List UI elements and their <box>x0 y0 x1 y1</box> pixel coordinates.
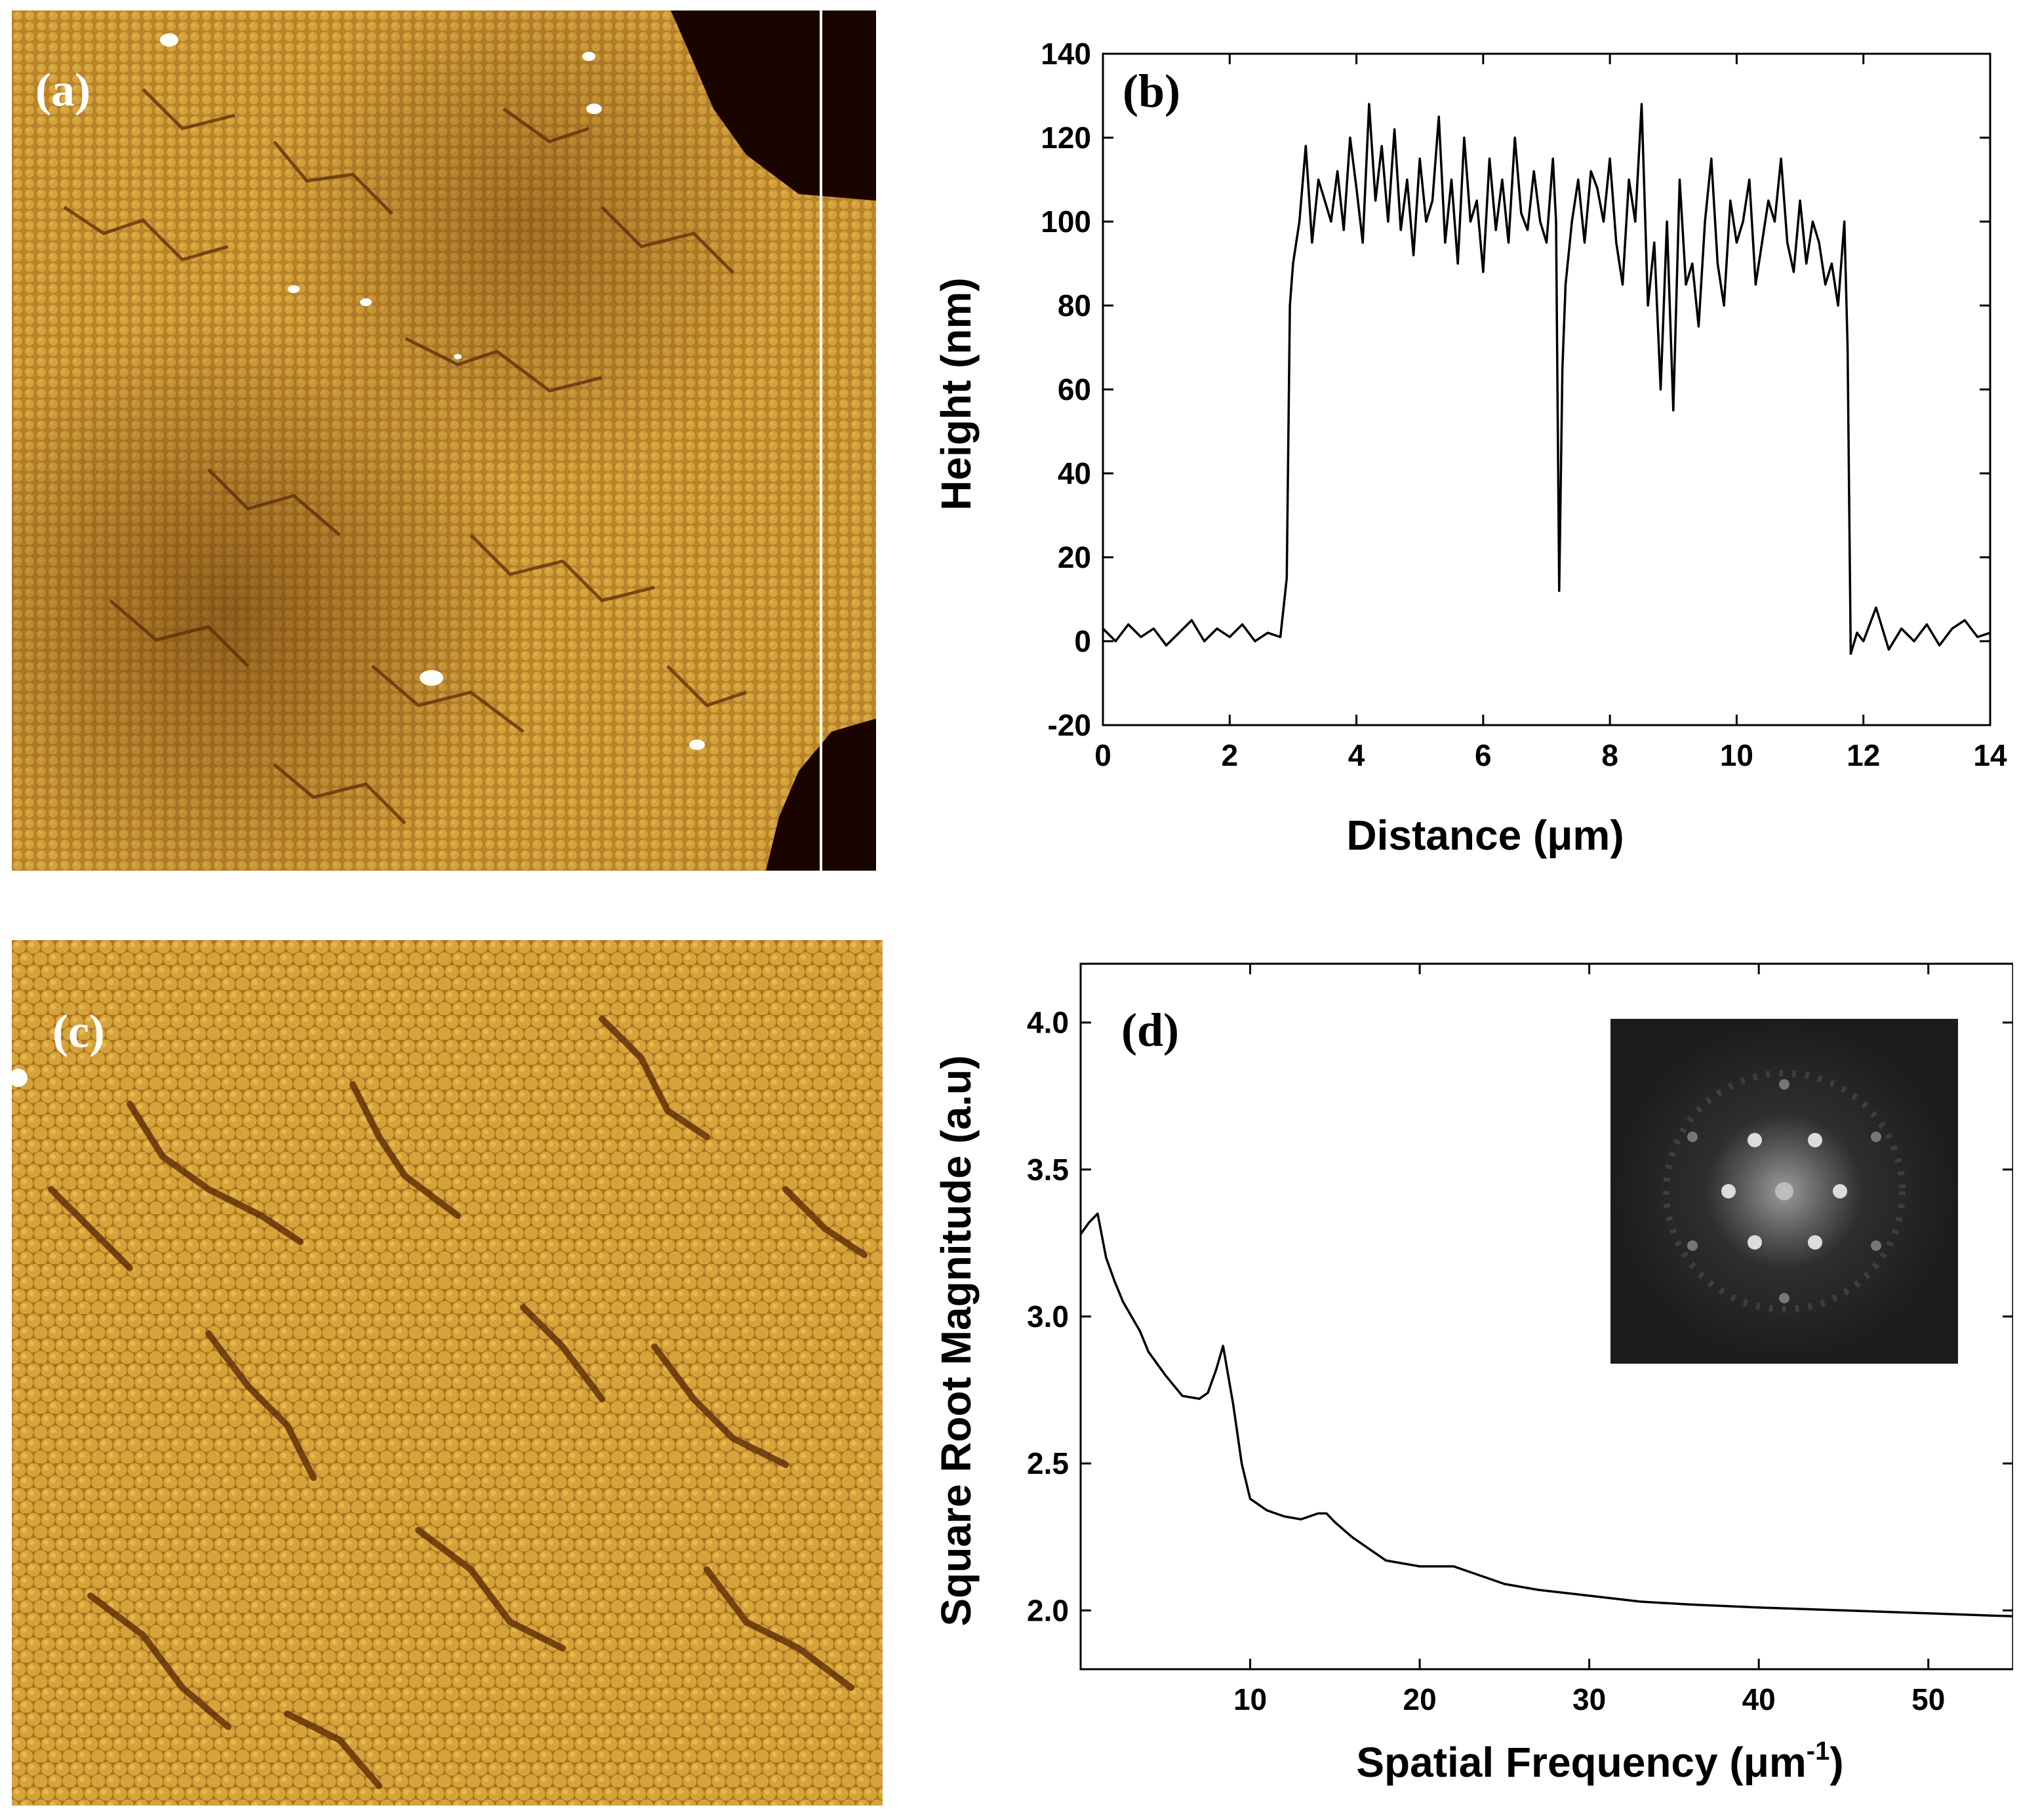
chartB-xtick-label: 6 <box>1475 738 1492 772</box>
chartB-ytick-label: 80 <box>1058 288 1091 323</box>
chartB-xtick-label: 10 <box>1720 738 1753 772</box>
chartB-ytick-label: 40 <box>1058 456 1091 490</box>
chart-b-plot <box>1102 52 1991 726</box>
chart-b-xlabel: Distance (μm) <box>1346 812 1624 859</box>
chart-d-xlabel-exponent: -1 <box>1807 1737 1830 1766</box>
chart-b: 0 2 4 6 8 10 12 14 -20 0 20 40 60 80 100 120 140 Distan… <box>905 10 2013 876</box>
chartD-xtick-label: 40 <box>1742 1682 1776 1716</box>
afm-c-bright-particle <box>12 1069 28 1087</box>
chartB-ytick-label: -20 <box>1048 708 1091 742</box>
chart-d-ylabel: Square Root Magnitude (a.u) <box>932 1055 980 1626</box>
chart-d-svg: 10 20 30 40 50 2.0 2.5 3.0 3.5 4.0 Spatial Frequ… <box>932 962 2014 1786</box>
afm-a-cracks <box>63 88 747 825</box>
chart-b-x-ticks: 0 2 4 6 8 10 12 14 <box>1094 54 2007 772</box>
panel-label-c: (c) <box>52 1005 105 1058</box>
afm-a-hole-top <box>671 10 876 201</box>
chart-d-y-ticks: 2.0 2.5 3.0 3.5 4.0 <box>1027 1006 2013 1627</box>
fft-inset-center <box>1775 1182 1793 1200</box>
chart-d: 10 20 30 40 50 2.0 2.5 3.0 3.5 4.0 Spatial Frequ… <box>905 931 2014 1810</box>
chart-d-xlabel: Spatial Frequency (μm-1) <box>1356 1737 1843 1786</box>
afm-c-surface <box>12 940 883 1806</box>
chart-b-ylabel: Height (nm) <box>932 277 980 511</box>
panel-label-d: (d) <box>1121 1004 1179 1056</box>
chartB-ytick-label: 140 <box>1041 37 1091 71</box>
fft-inset-outer-spots <box>1687 1079 1881 1303</box>
chartB-xtick-label: 4 <box>1348 738 1365 772</box>
chartB-xtick-label: 12 <box>1847 738 1880 772</box>
chartD-xtick-label: 50 <box>1911 1682 1945 1716</box>
fft-inset-ring <box>1663 1070 1906 1313</box>
chartB-xtick-label: 2 <box>1221 738 1238 772</box>
chart-d-x-ticks: 10 20 30 40 50 <box>1233 964 1945 1716</box>
chartB-ytick-label: 0 <box>1074 624 1091 658</box>
chartD-xtick-label: 30 <box>1572 1682 1606 1716</box>
afm-image-a: (a) <box>12 10 876 871</box>
chartD-xtick-label: 20 <box>1403 1682 1437 1716</box>
chartB-xtick-label: 14 <box>1973 738 2007 772</box>
afm-image-c-svg <box>12 940 883 1806</box>
chartD-ytick-label: 3.0 <box>1027 1299 1069 1334</box>
chartB-ytick-label: 20 <box>1058 540 1091 574</box>
afm-a-scan-line <box>820 10 822 871</box>
afm-a-shade-2 <box>12 10 876 871</box>
chart-d-xlabel-close: ) <box>1829 1739 1843 1786</box>
chartB-frame <box>1102 52 1991 726</box>
chartD-series-line-0 <box>1079 1212 2014 1618</box>
panel-label-b: (b) <box>1123 65 1180 117</box>
chartD-ytick-label: 2.0 <box>1027 1593 1069 1627</box>
chartD-xtick-label: 10 <box>1233 1682 1267 1716</box>
chartB-ytick-label: 60 <box>1058 372 1091 406</box>
chartB-series-line-0 <box>1102 103 1991 655</box>
panel-label-a: (a) <box>35 64 90 116</box>
chartD-ytick-label: 4.0 <box>1027 1006 1069 1040</box>
afm-image-a-svg <box>12 10 876 871</box>
afm-c-cracks <box>48 1016 868 1789</box>
chartD-ytick-label: 2.5 <box>1027 1446 1069 1480</box>
fft-inset-hexagon-spots <box>1721 1133 1847 1250</box>
chartB-xtick-label: 8 <box>1601 738 1618 772</box>
chartD-ytick-label: 3.5 <box>1027 1153 1069 1187</box>
chartB-ytick-label: 100 <box>1041 205 1091 239</box>
chartB-ytick-label: 120 <box>1041 121 1091 155</box>
fft-inset <box>1610 1019 1958 1364</box>
afm-a-bright-particles <box>160 33 705 750</box>
chart-b-y-ticks: -20 0 20 40 60 80 100 120 140 <box>1041 37 1990 742</box>
afm-image-c: (c) <box>12 940 883 1806</box>
chartB-xtick-label: 0 <box>1094 738 1111 772</box>
